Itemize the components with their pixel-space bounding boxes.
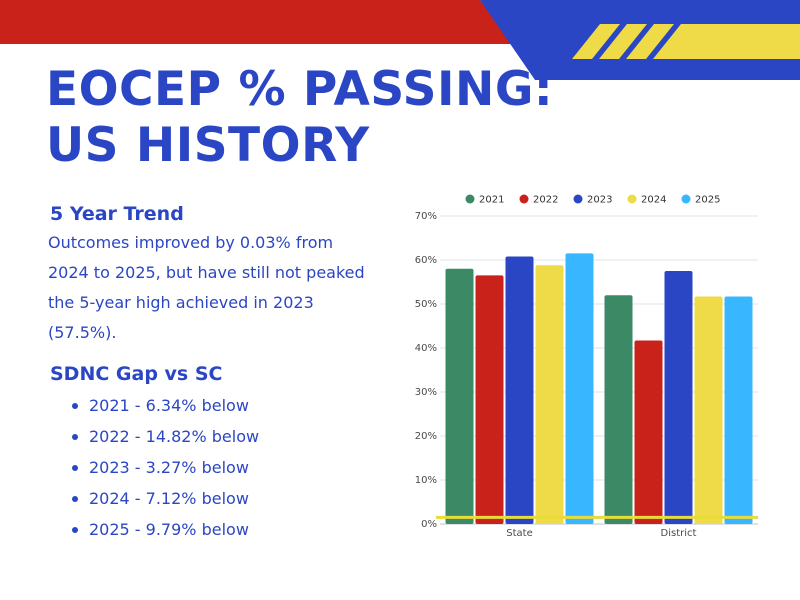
legend-label: 2023 [587, 195, 612, 206]
bar [604, 295, 633, 524]
legend-marker [627, 194, 637, 204]
y-tick-label: 60% [415, 255, 437, 266]
blue-banner-block [480, 0, 800, 80]
page-title-line2: US HISTORY [46, 118, 370, 173]
legend-label: 2025 [695, 195, 720, 206]
y-tick-label: 40% [415, 343, 437, 354]
page-title-line1: EOCEP % PASSING: [46, 62, 554, 117]
y-tick-label: 20% [415, 431, 437, 442]
bar [634, 340, 663, 524]
bar [535, 265, 564, 524]
yellow-banner-bar [653, 24, 800, 59]
yellow-slash-2 [599, 24, 647, 59]
yellow-slash-1 [572, 24, 620, 59]
bar [724, 296, 753, 524]
gap-list-item: 2023 - 3.27% below [70, 453, 259, 484]
bar [664, 271, 693, 524]
legend-label: 2024 [641, 195, 666, 206]
gap-list: 2021 - 6.34% below 2022 - 14.82% below 2… [70, 391, 259, 546]
legend-marker [519, 194, 529, 204]
bar [505, 256, 534, 524]
bar [565, 253, 594, 524]
trend-description: Outcomes improved by 0.03% from 2024 to … [48, 233, 365, 342]
x-tick-label: State [506, 528, 532, 539]
trend-heading: 5 Year Trend [50, 203, 184, 225]
page-title: EOCEP % PASSING: US HISTORY [46, 62, 553, 174]
gap-list-item: 2021 - 6.34% below [70, 391, 259, 422]
yellow-slash-3 [626, 24, 674, 59]
y-tick-label: 30% [415, 387, 437, 398]
header-banner [0, 0, 800, 80]
legend-marker [681, 194, 691, 204]
bar [445, 268, 474, 524]
gap-list-item: 2025 - 9.79% below [70, 515, 259, 546]
gap-list-item: 2024 - 7.12% below [70, 484, 259, 515]
gap-heading: SDNC Gap vs SC [50, 363, 223, 385]
y-tick-label: 50% [415, 299, 437, 310]
legend-marker [465, 194, 475, 204]
bar [475, 275, 504, 524]
y-tick-label: 70% [415, 211, 437, 222]
legend-marker [573, 194, 583, 204]
legend-label: 2021 [479, 195, 504, 206]
y-tick-label: 0% [421, 519, 437, 530]
red-banner-stripe [0, 0, 515, 44]
gap-list-item: 2022 - 14.82% below [70, 422, 259, 453]
x-tick-label: District [661, 528, 697, 539]
bar [694, 296, 723, 524]
y-tick-label: 10% [415, 475, 437, 486]
bar-chart: 0% 10% 20% 30% 40% 50% 60% 70% State District 2021… [415, 194, 758, 539]
legend-label: 2022 [533, 195, 558, 206]
